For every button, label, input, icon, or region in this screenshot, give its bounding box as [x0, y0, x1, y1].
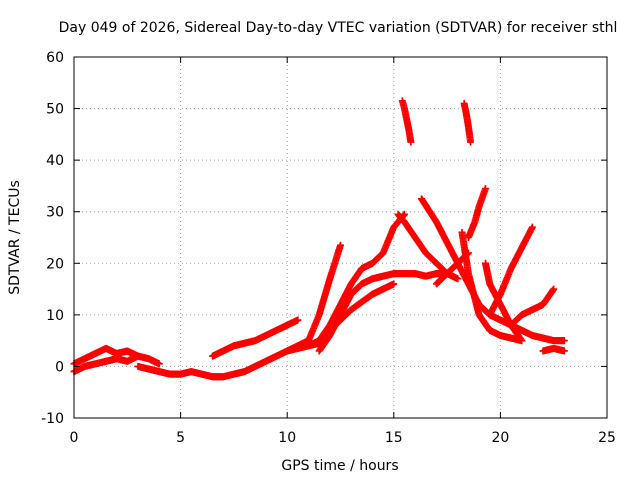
data-point — [155, 360, 163, 368]
x-axis-label: GPS time / hours — [281, 458, 398, 474]
x-tick-label: 15 — [385, 430, 403, 446]
data-point — [407, 138, 415, 146]
x-tick-label: 5 — [176, 430, 185, 446]
y-tick-label: -10 — [41, 411, 64, 427]
series-arc-20 — [432, 249, 472, 288]
series-arc-19 — [539, 344, 568, 355]
y-tick-label: 60 — [46, 50, 64, 66]
y-tick-label: 20 — [46, 256, 64, 272]
series-arc-15 — [464, 185, 489, 241]
data-point — [294, 316, 302, 324]
x-tick-label: 10 — [278, 430, 296, 446]
y-axis-label: SDTVAR / TECUs — [7, 180, 23, 295]
y-tick-label: 0 — [55, 359, 64, 375]
data-points — [70, 97, 568, 381]
y-tick-label: 30 — [46, 205, 64, 221]
x-tick-label: 25 — [598, 430, 616, 446]
series-arc-1 — [70, 344, 142, 368]
series-arc-4 — [209, 316, 302, 360]
chart-title: Day 049 of 2026, Sidereal Day-to-day VTE… — [59, 20, 618, 36]
data-point — [481, 185, 489, 193]
series-arc-18 — [507, 285, 558, 329]
x-tick-label: 0 — [70, 430, 79, 446]
data-point — [464, 249, 472, 257]
y-tick-label: 50 — [46, 102, 64, 118]
series-arc-12 — [460, 99, 475, 146]
data-point — [560, 337, 568, 345]
data-point — [528, 223, 536, 231]
series-arc-3 — [134, 362, 249, 381]
x-tick-label: 20 — [491, 430, 509, 446]
series-arc-9 — [315, 280, 398, 345]
data-point — [518, 337, 526, 345]
y-tick-label: 10 — [46, 308, 64, 324]
axis-ticks — [73, 56, 608, 419]
data-point — [560, 347, 568, 355]
data-point — [467, 138, 475, 146]
series-arc-6 — [283, 241, 344, 355]
data-point — [390, 280, 398, 288]
data-point — [550, 285, 558, 293]
series-arc-2 — [70, 352, 163, 376]
data-point — [337, 241, 344, 249]
plot-frame — [73, 56, 608, 419]
series-arc-11 — [398, 97, 415, 146]
y-tick-labels: -10 0 10 20 30 40 50 60 — [41, 50, 64, 427]
x-tick-labels: 0 5 10 15 20 25 — [70, 430, 616, 446]
data-point — [454, 275, 462, 283]
y-tick-label: 40 — [46, 153, 64, 169]
